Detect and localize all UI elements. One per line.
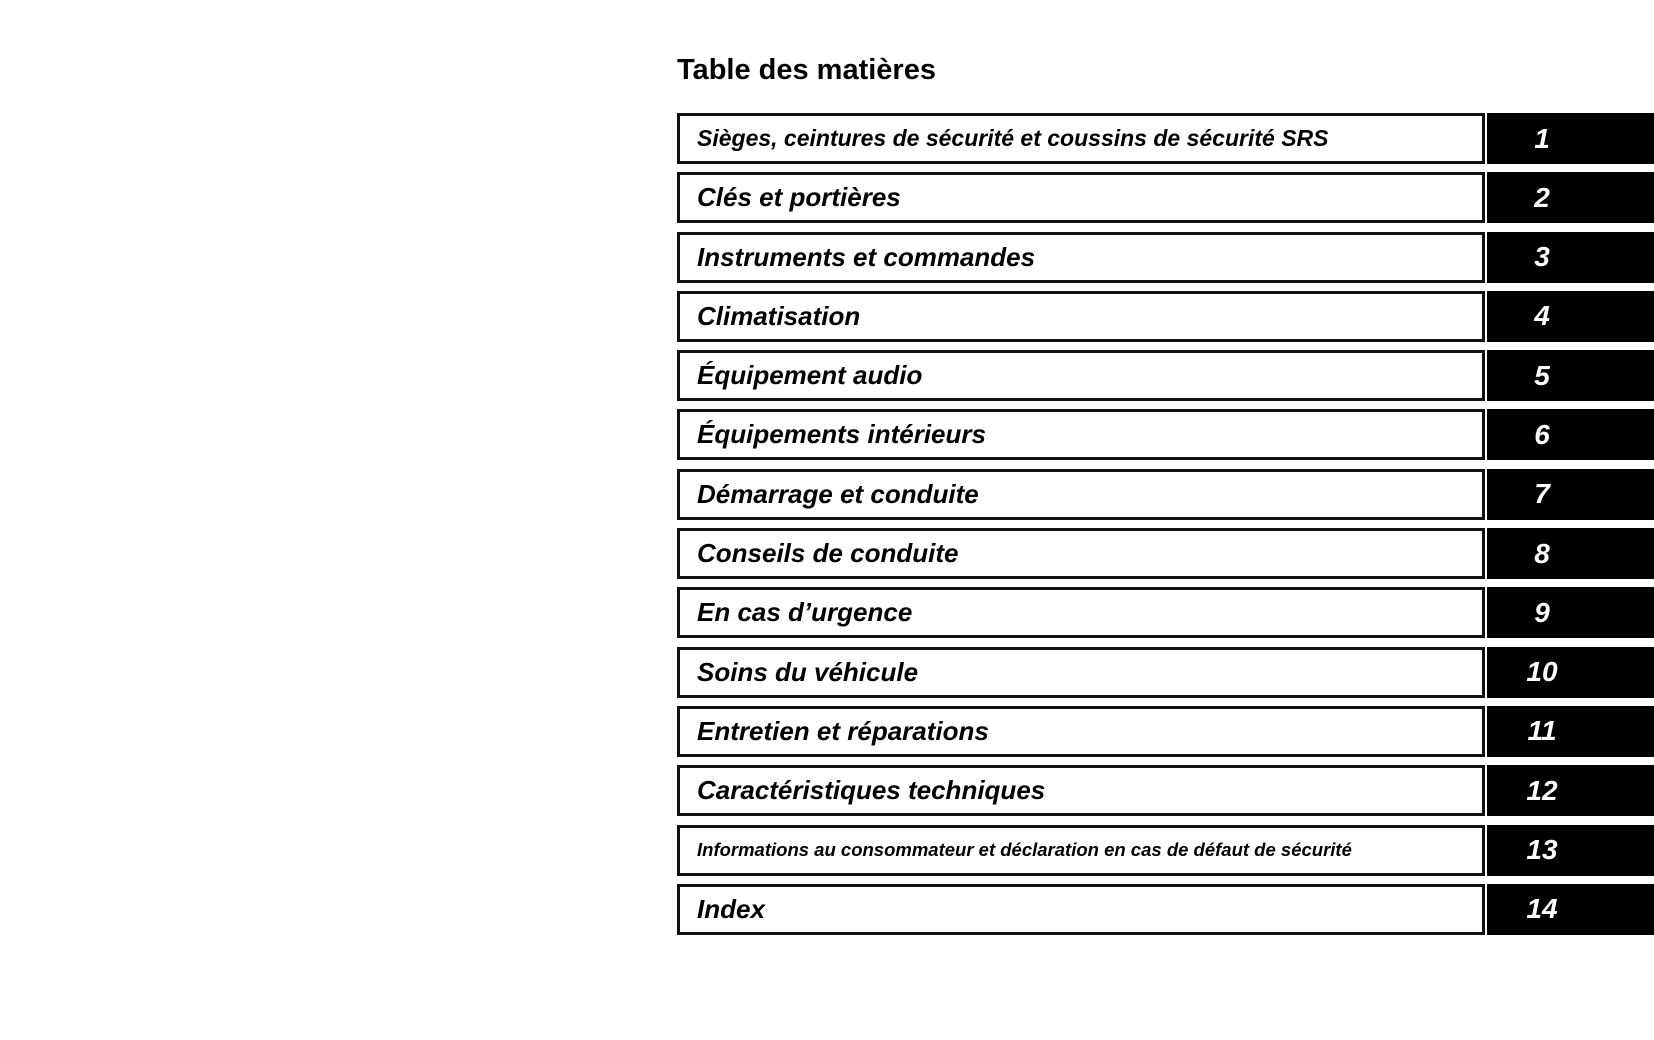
toc-entry-number: 10 [1526, 656, 1558, 688]
toc-entry-title: Équipement audio [697, 360, 923, 391]
toc-entry[interactable]: En cas d’urgence 9 [677, 587, 1654, 639]
toc-entry-tab[interactable]: 5 [1487, 350, 1654, 402]
toc-entry[interactable]: Sièges, ceintures de sécurité et coussin… [677, 113, 1654, 164]
toc-entry-number: 9 [1534, 596, 1550, 628]
toc-entry-number: 12 [1526, 774, 1558, 806]
table-of-contents: Sièges, ceintures de sécurité et coussin… [677, 113, 1654, 943]
toc-entry-title: Clés et portières [697, 182, 901, 213]
toc-entry-title-box[interactable]: Climatisation [677, 290, 1485, 342]
toc-entry-title-box[interactable]: Caractéristiques techniques [677, 765, 1485, 817]
toc-entry-title: Démarrage et conduite [697, 478, 979, 509]
toc-entry-number: 11 [1527, 715, 1557, 747]
toc-entry-title: Sièges, ceintures de sécurité et coussin… [697, 125, 1329, 151]
toc-entry-title-box[interactable]: Équipements intérieurs [677, 409, 1485, 461]
toc-entry-tab[interactable]: 8 [1487, 528, 1654, 580]
toc-entry-tab[interactable]: 2 [1487, 172, 1654, 224]
toc-entry-title-box[interactable]: Entretien et réparations [677, 705, 1485, 757]
toc-entry[interactable]: Démarrage et conduite 7 [677, 468, 1654, 520]
toc-entry-tab[interactable]: 14 [1487, 883, 1654, 935]
toc-entry-title: Instruments et commandes [697, 241, 1036, 272]
toc-entry-title: Entretien et réparations [697, 715, 989, 746]
toc-entry-tab[interactable]: 9 [1487, 587, 1654, 639]
toc-entry-tab[interactable]: 3 [1487, 231, 1654, 283]
toc-entry[interactable]: Clés et portières 2 [677, 172, 1654, 224]
toc-entry-title-box[interactable]: Sièges, ceintures de sécurité et coussin… [677, 113, 1485, 164]
toc-entry-number: 5 [1534, 359, 1550, 391]
toc-entry-tab[interactable]: 7 [1487, 468, 1654, 520]
toc-entry-tab[interactable]: 11 [1487, 705, 1654, 757]
toc-entry[interactable]: Climatisation 4 [677, 290, 1654, 342]
toc-entry-title-box[interactable]: Index [677, 883, 1485, 935]
toc-entry-title-box[interactable]: Clés et portières [677, 172, 1485, 224]
toc-entry-tab[interactable]: 10 [1487, 646, 1654, 698]
toc-entry-number: 7 [1534, 478, 1550, 510]
toc-entry-title-box[interactable]: Informations au consommateur et déclarat… [677, 824, 1485, 876]
toc-entry-title: Informations au consommateur et déclarat… [697, 839, 1352, 861]
toc-entry-number: 2 [1534, 181, 1550, 213]
toc-entry-title-box[interactable]: Conseils de conduite [677, 528, 1485, 580]
toc-entry-number: 6 [1534, 418, 1550, 450]
toc-entry-title: Soins du véhicule [697, 656, 919, 687]
toc-entry-title: Index [697, 893, 765, 924]
toc-entry-number: 13 [1526, 834, 1558, 866]
toc-entry-number: 1 [1534, 122, 1550, 154]
toc-entry-title-box[interactable]: Équipement audio [677, 350, 1485, 402]
toc-entry-title: Conseils de conduite [697, 538, 959, 569]
toc-entry-title-box[interactable]: Démarrage et conduite [677, 468, 1485, 520]
toc-entry-title: Climatisation [697, 300, 861, 331]
toc-entry[interactable]: Équipement audio 5 [677, 350, 1654, 402]
toc-entry-tab[interactable]: 6 [1487, 409, 1654, 461]
toc-entry-title-box[interactable]: Soins du véhicule [677, 646, 1485, 698]
toc-entry-number: 14 [1526, 893, 1558, 925]
toc-entry-title: En cas d’urgence [697, 597, 913, 628]
toc-entry-tab[interactable]: 4 [1487, 290, 1654, 342]
toc-entry-title-box[interactable]: Instruments et commandes [677, 231, 1485, 283]
toc-entry-number: 8 [1534, 537, 1550, 569]
toc-entry[interactable]: Instruments et commandes 3 [677, 231, 1654, 283]
toc-entry[interactable]: Entretien et réparations 11 [677, 705, 1654, 757]
toc-entry[interactable]: Caractéristiques techniques 12 [677, 765, 1654, 817]
toc-entry-number: 3 [1534, 241, 1550, 273]
toc-entry-tab[interactable]: 12 [1487, 765, 1654, 817]
toc-entry[interactable]: Informations au consommateur et déclarat… [677, 824, 1654, 876]
toc-entry-title: Caractéristiques techniques [697, 775, 1046, 806]
toc-entry-tab[interactable]: 1 [1487, 113, 1654, 164]
toc-entry-title-box[interactable]: En cas d’urgence [677, 587, 1485, 639]
toc-entry-number: 4 [1534, 300, 1550, 332]
page-title: Table des matières [677, 54, 936, 86]
toc-entry[interactable]: Équipements intérieurs 6 [677, 409, 1654, 461]
toc-entry-tab[interactable]: 13 [1487, 824, 1654, 876]
toc-entry[interactable]: Conseils de conduite 8 [677, 528, 1654, 580]
toc-entry[interactable]: Soins du véhicule 10 [677, 646, 1654, 698]
toc-entry[interactable]: Index 14 [677, 883, 1654, 935]
toc-entry-title: Équipements intérieurs [697, 419, 986, 450]
